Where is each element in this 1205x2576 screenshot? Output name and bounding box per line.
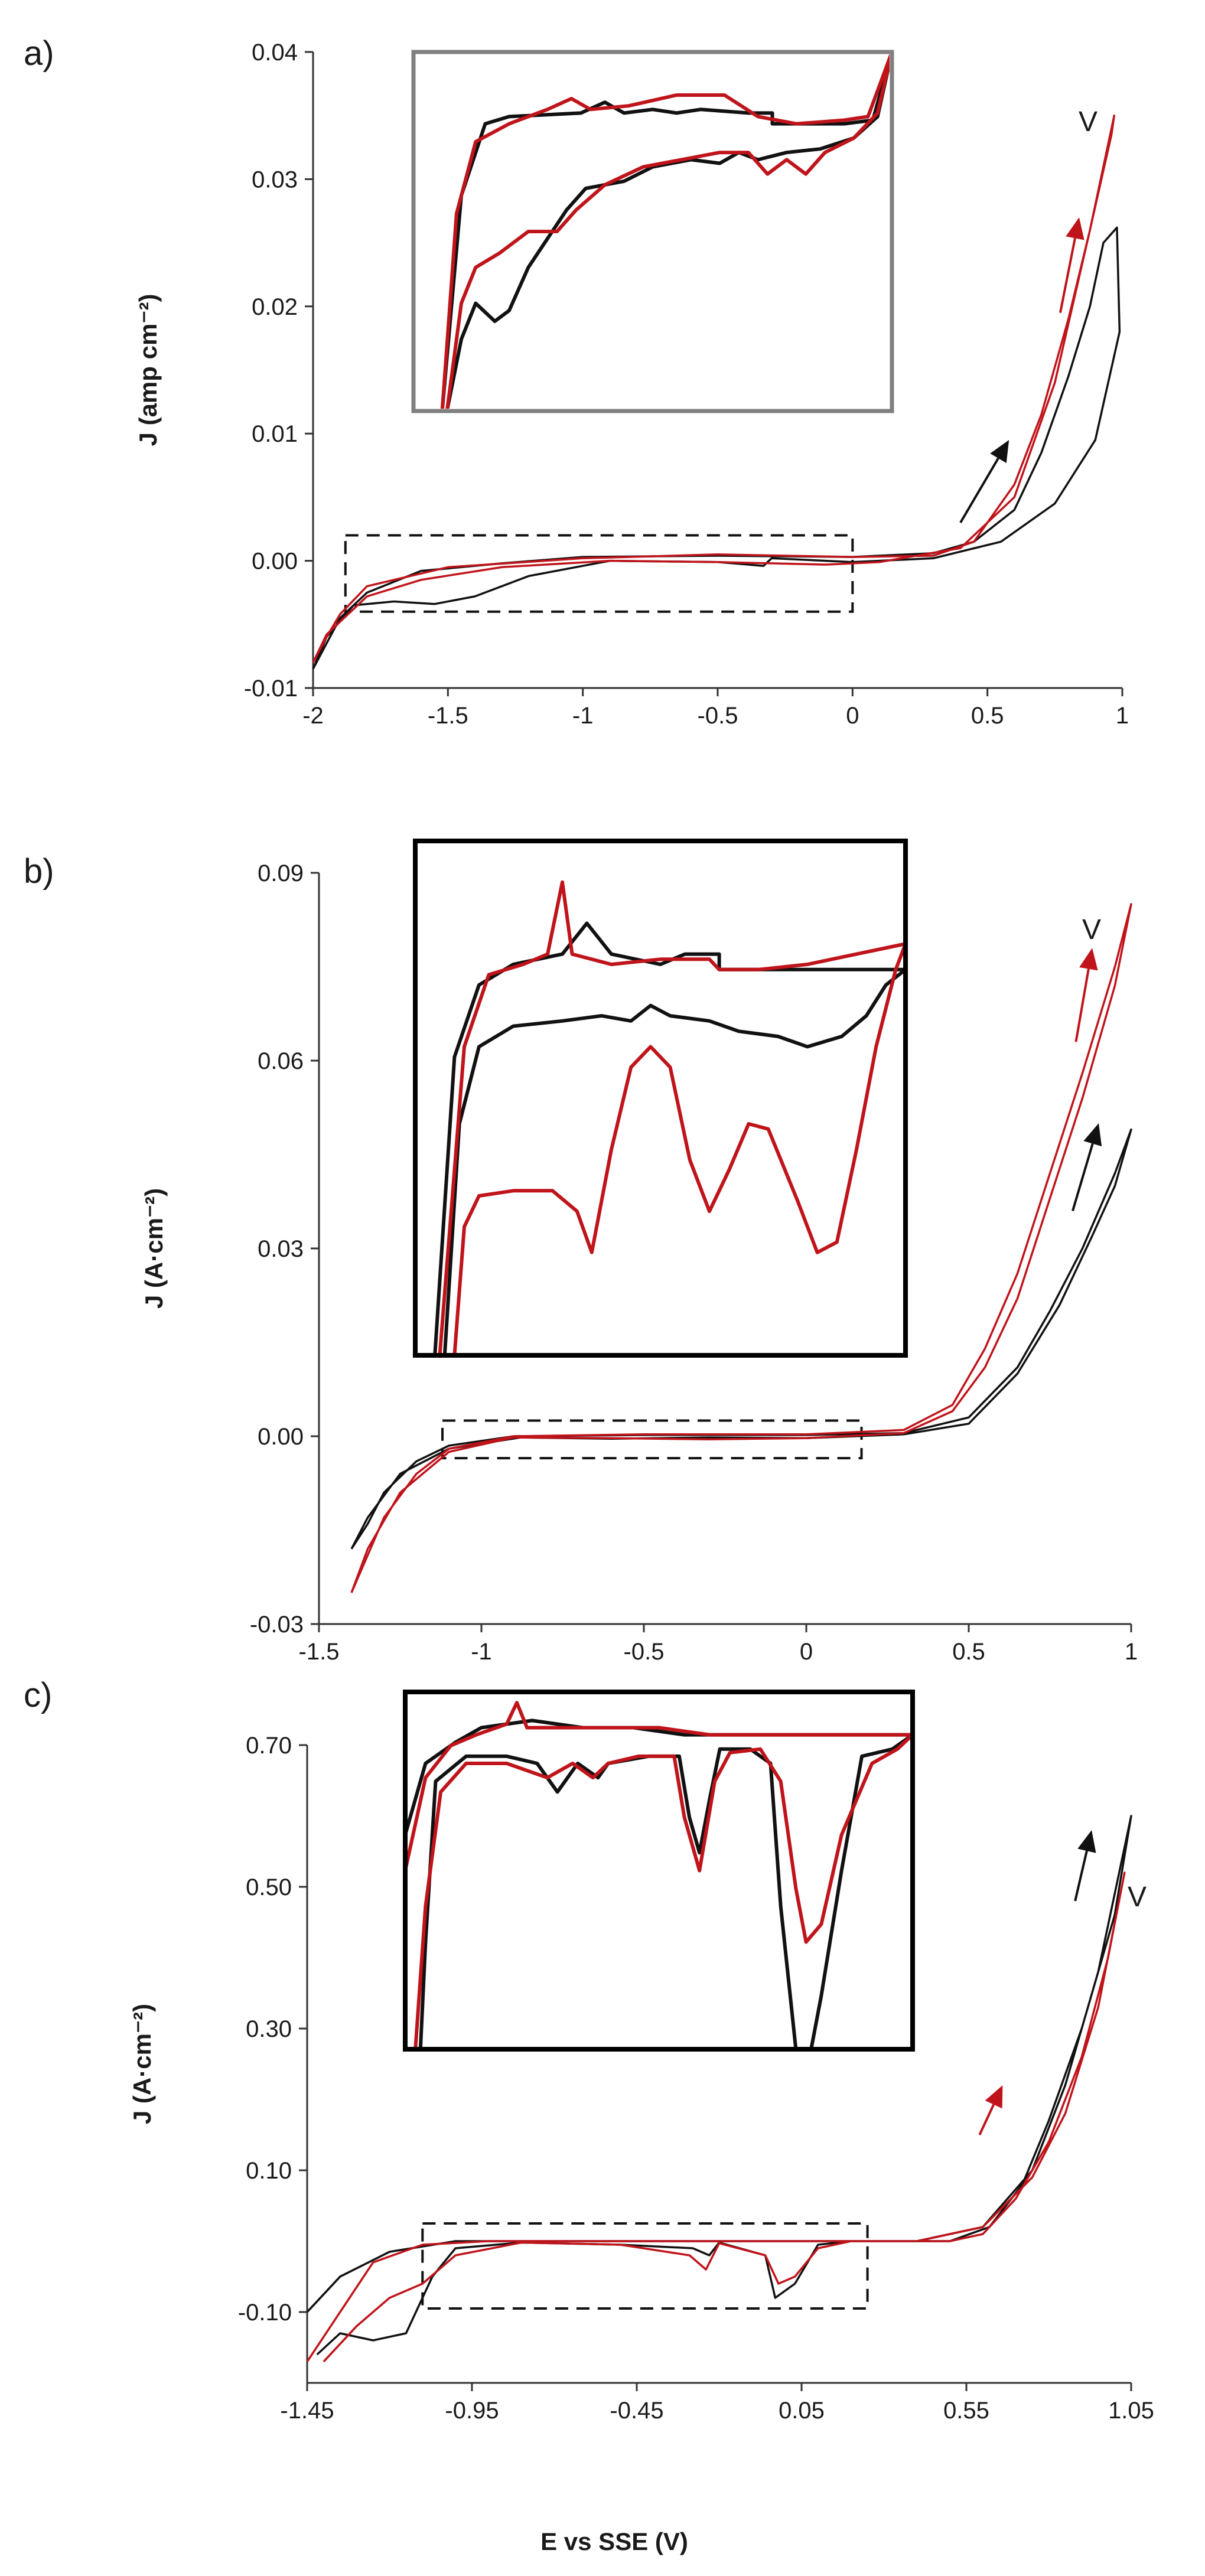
x-tick-label: -1.5: [299, 1639, 340, 1665]
y-tick-label: 0.03: [258, 1236, 304, 1262]
series-line-red: [312, 114, 1116, 663]
panel-3: -1.45 -0.95 -0.45 0.05 0.55 1.05 -0.10 0.10 0.30…: [24, 1676, 1154, 2424]
y-tick-label: 0.03: [252, 167, 298, 193]
x-tick-label: 0.5: [952, 1639, 985, 1665]
inset-frame: [403, 1690, 915, 2052]
inset-series-line-red: [440, 54, 890, 409]
inset-plot: [440, 54, 890, 409]
x-tick-label: -0.45: [610, 2398, 663, 2424]
panel-1: -2 -1.5 -1 -0.5 0 0.5 1 -0.01 0.00 0.01 0.02 0.03 0.…: [24, 34, 1129, 729]
inset-plot: [433, 880, 903, 1353]
y-tick-label: 0.00: [258, 1424, 304, 1450]
x-tick-label: -0.5: [698, 703, 738, 729]
x-tick-label: 0.05: [779, 2398, 825, 2424]
panels: -2 -1.5 -1 -0.5 0 0.5 1 -0.01 0.00 0.01 0.02 0.03 0.…: [24, 34, 1154, 2424]
y-tick-label: 0.30: [246, 2016, 292, 2042]
panel-label: a): [24, 34, 54, 73]
scan-rate-annotation: V: [1128, 1882, 1147, 1913]
x-tick-label: -1.5: [428, 703, 468, 729]
scan-direction-arrow-head: [990, 439, 1009, 464]
scan-direction-arrow-shaft: [978, 2104, 995, 2135]
x-tick-label: -1: [471, 1639, 492, 1665]
inset-plot: [408, 1701, 910, 2047]
panel-label: c): [24, 1676, 52, 1714]
inset-series-line-black: [433, 921, 903, 1353]
y-tick-label: -0.03: [250, 1612, 304, 1638]
y-tick-label: 0.04: [252, 40, 298, 66]
scan-direction-arrow-head: [1083, 1123, 1102, 1147]
inset-series-line-red: [408, 1701, 910, 2047]
scan-direction-arrow-head: [1066, 217, 1084, 240]
y-tick-label: 0.00: [252, 549, 298, 575]
panel-2: -1.5 -1 -0.5 0 0.5 1 -0.03 0.00 0.03 0.06 0.09 b) J …: [24, 839, 1138, 1665]
scan-direction-arrow-shaft: [1059, 237, 1076, 313]
x-tick-label: -1: [572, 703, 594, 729]
series-line-red: [306, 1871, 1126, 2363]
x-tick-label: 1: [1116, 703, 1129, 729]
y-axis-label: J (A·cm⁻²): [140, 1188, 168, 1309]
y-tick-label: 0.70: [246, 1733, 292, 1759]
scan-direction-arrow-head: [985, 2085, 1003, 2109]
scan-direction-arrow-shaft: [1074, 969, 1090, 1042]
y-axis-label: J (amp cm⁻²): [134, 294, 162, 446]
x-axis-label: E vs SSE (V): [540, 2528, 688, 2555]
inset-frame: [413, 839, 908, 1358]
x-tick-label: -2: [302, 703, 324, 729]
scan-rate-annotation: V: [1079, 106, 1097, 138]
x-tick-label: 0.55: [943, 2398, 989, 2424]
y-tick-label: 0.09: [258, 860, 304, 886]
scan-direction-arrow-shaft: [1072, 1143, 1094, 1211]
scan-rate-annotation: V: [1082, 914, 1101, 945]
panel-label: b): [24, 852, 54, 891]
inset-series-line-red: [438, 880, 903, 1353]
series-line-red: [350, 903, 1132, 1593]
scan-direction-arrow-shaft: [959, 458, 999, 523]
scan-direction-arrow-shaft: [1074, 1850, 1088, 1902]
y-tick-label: 0.02: [252, 294, 298, 320]
scan-direction-arrow-head: [1077, 1830, 1096, 1853]
x-tick-label: 1: [1125, 1639, 1138, 1665]
x-tick-label: -1.45: [280, 2398, 334, 2424]
scan-direction-arrow-head: [1079, 948, 1098, 971]
y-tick-label: 0.50: [246, 1874, 292, 1900]
y-tick-label: 0.06: [258, 1048, 304, 1074]
x-tick-label: -0.5: [624, 1639, 665, 1665]
x-tick-label: 0: [846, 703, 859, 729]
x-tick-label: 1.05: [1108, 2398, 1154, 2424]
y-tick-label: 0.01: [252, 421, 298, 447]
y-tick-label: -0.10: [238, 2300, 292, 2326]
x-tick-label: -0.95: [445, 2398, 499, 2424]
zoom-region-box: [344, 534, 854, 613]
zoom-region-box: [421, 2222, 869, 2310]
zoom-region-box: [441, 1419, 863, 1460]
x-tick-label: 0.5: [971, 703, 1004, 729]
x-tick-label: 0: [800, 1639, 813, 1665]
y-axis-label: J (A·cm⁻²): [128, 2004, 156, 2124]
y-tick-label: 0.10: [246, 2158, 292, 2184]
y-tick-label: -0.01: [244, 676, 298, 702]
inset-frame: [411, 50, 894, 413]
